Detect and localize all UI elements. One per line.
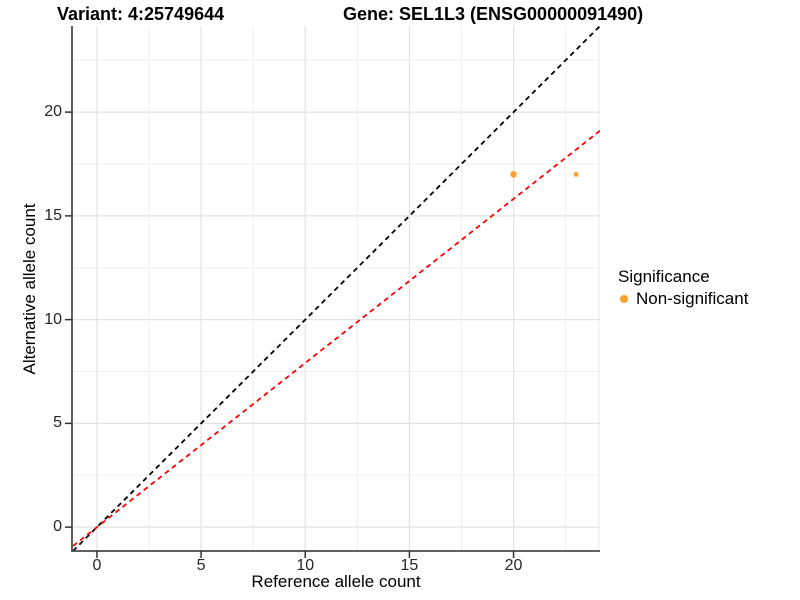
y-tick-label: 15 (44, 206, 62, 224)
data-point (573, 171, 579, 177)
tick-marks (65, 111, 515, 558)
y-tick-label: 0 (53, 518, 62, 536)
y-axis-label: Alternative allele count (20, 203, 39, 375)
grid-major (73, 26, 600, 551)
data-points (510, 171, 579, 178)
legend-item-non-significant: Non-significant (618, 290, 748, 308)
x-tick-label: 0 (92, 557, 102, 574)
x-tick-label: 20 (504, 557, 523, 574)
y-tick-label: 5 (53, 414, 62, 432)
data-point (510, 171, 517, 178)
x-tick-label: 5 (196, 557, 206, 574)
reference-lines (73, 26, 600, 551)
y-tick-label: 10 (44, 310, 62, 328)
y-tick-label: 20 (44, 103, 62, 121)
x-axis-label: Reference allele count (251, 572, 421, 591)
identity-line (73, 26, 600, 551)
expected-ratio-line (73, 130, 600, 547)
gene-title: Gene: SEL1L3 (ENSG00000091490) (343, 4, 644, 24)
variant-title: Variant: 4:25749644 (57, 4, 225, 24)
x-tick-label: 15 (400, 557, 419, 574)
legend: Significance Non-significant (618, 267, 748, 308)
grid-minor (73, 26, 600, 551)
legend-title: Significance (618, 267, 710, 286)
legend-item-label: Non-significant (636, 289, 749, 308)
x-tick-label: 10 (296, 557, 315, 574)
legend-dot-icon (620, 295, 628, 303)
